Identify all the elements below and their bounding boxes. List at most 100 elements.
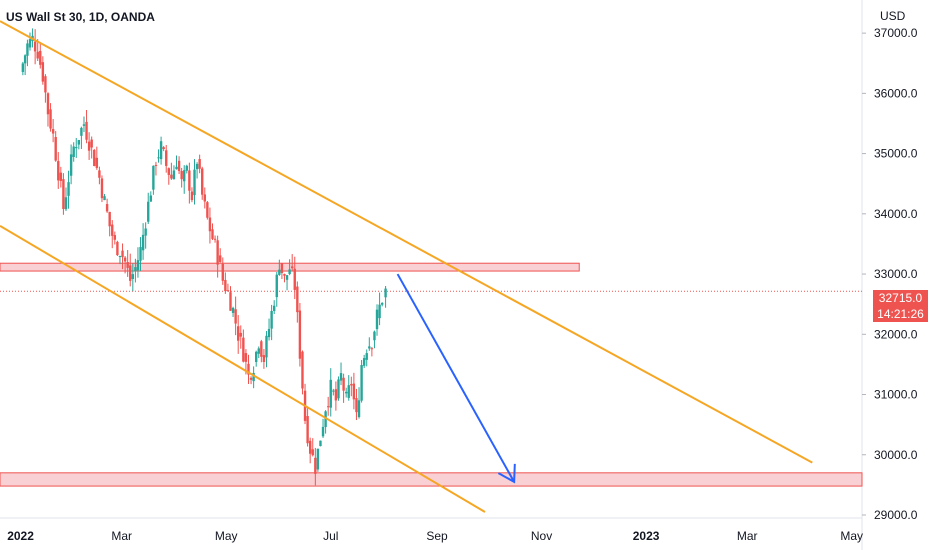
- y-tick-label: 36000.0: [874, 86, 918, 100]
- candle-body: [255, 351, 258, 363]
- candle-body: [324, 411, 327, 428]
- candle-body: [306, 416, 309, 444]
- candle-body: [378, 304, 381, 319]
- candle-body: [203, 194, 206, 202]
- candle-body: [185, 165, 188, 171]
- candle-body: [211, 229, 214, 239]
- candle-body: [219, 255, 222, 262]
- candle-body: [77, 140, 81, 145]
- candle-body: [103, 196, 106, 201]
- x-tick-label: 2023: [633, 529, 660, 543]
- x-tick-label: Nov: [531, 529, 552, 543]
- candle-body: [231, 307, 235, 313]
- candle-body: [229, 292, 232, 311]
- candle-body: [298, 310, 302, 359]
- candle-body: [165, 150, 168, 166]
- candle-body: [75, 147, 78, 149]
- countdown-badge: 14:21:26: [873, 306, 928, 322]
- candle-body: [100, 178, 104, 199]
- candle-body: [332, 390, 335, 392]
- candle-body: [352, 383, 356, 400]
- candle-body: [87, 141, 91, 151]
- candle-body: [311, 449, 314, 456]
- candle-body: [193, 169, 196, 196]
- candle-body: [175, 166, 178, 170]
- candle-body: [275, 274, 278, 298]
- candle-body: [111, 224, 114, 236]
- candle-body: [234, 309, 237, 324]
- candle-body: [80, 127, 83, 136]
- candle-body: [257, 348, 260, 354]
- candle-body: [126, 262, 129, 268]
- y-tick-label: 32000.0: [874, 327, 918, 341]
- candle-body: [319, 440, 322, 447]
- candle-body: [208, 217, 212, 232]
- y-tick-label: 37000.0: [874, 26, 918, 40]
- candle-body: [301, 351, 304, 389]
- candle-body: [39, 50, 42, 65]
- projection-arrow-head: [497, 463, 516, 484]
- candle-body: [105, 204, 109, 212]
- candle-body: [72, 146, 75, 157]
- candle-body: [90, 139, 93, 148]
- candle-body: [136, 260, 140, 271]
- candle-body: [190, 191, 194, 201]
- candle-body: [288, 269, 291, 275]
- candle-body: [262, 355, 266, 362]
- candle-body: [195, 163, 199, 170]
- candle-body: [177, 160, 181, 171]
- candle-body: [116, 241, 119, 256]
- candle-body: [260, 341, 263, 357]
- candle-body: [206, 202, 209, 218]
- candle-body: [350, 384, 353, 386]
- candle-body: [272, 305, 276, 312]
- candle-body: [357, 400, 361, 418]
- candle-body: [216, 240, 219, 265]
- currency-label: USD: [880, 9, 906, 23]
- candle-body: [355, 398, 358, 413]
- candle-body: [247, 363, 250, 375]
- candle-body: [339, 373, 343, 381]
- candle-body: [337, 379, 340, 399]
- candle-body: [183, 170, 186, 182]
- candle-body: [93, 149, 96, 167]
- upper-trendline: [0, 20, 813, 464]
- candle-body: [224, 279, 227, 292]
- candle-body: [162, 147, 165, 150]
- candle-body: [347, 385, 350, 398]
- candle-body: [368, 346, 371, 349]
- candle-body: [180, 170, 183, 180]
- candle-body: [285, 275, 289, 280]
- candle-body: [157, 157, 160, 159]
- candle-body: [67, 182, 70, 196]
- candle-body: [290, 266, 294, 269]
- candle-body: [123, 257, 127, 262]
- candle-body: [342, 377, 345, 391]
- candle-body: [54, 137, 57, 161]
- candle-body: [57, 161, 60, 181]
- candle-body: [118, 256, 122, 258]
- candle-body: [159, 141, 163, 160]
- candle-body: [375, 309, 379, 330]
- candle-body: [62, 179, 65, 209]
- candle-body: [108, 211, 111, 227]
- y-tick-label: 30000.0: [874, 448, 918, 462]
- x-tick-label: Sep: [426, 529, 448, 543]
- candle-body: [280, 263, 284, 274]
- candle-body: [64, 197, 68, 210]
- candle-body: [198, 159, 201, 169]
- x-tick-label: Jul: [323, 529, 338, 543]
- chart-title: US Wall St 30, 1D, OANDA: [6, 10, 155, 24]
- candle-body: [154, 164, 158, 166]
- candle-body: [51, 129, 55, 134]
- candle-body: [362, 358, 366, 366]
- candle-body: [329, 379, 332, 408]
- lower-trendline: [0, 225, 486, 513]
- x-tick-label: Mar: [737, 529, 758, 543]
- candle-body: [95, 157, 99, 168]
- y-tick-label: 29000.0: [874, 508, 918, 522]
- candle-body: [28, 39, 32, 48]
- candle-body: [221, 263, 224, 281]
